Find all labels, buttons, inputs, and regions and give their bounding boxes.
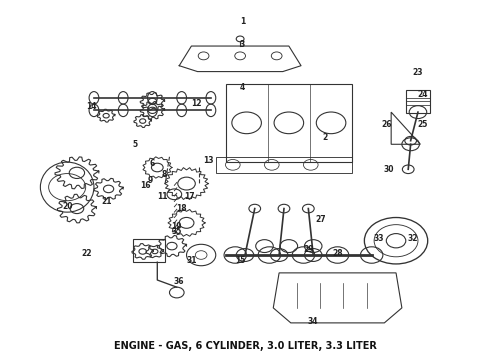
Text: 36: 36 xyxy=(174,277,184,286)
Bar xyxy=(133,239,165,262)
Text: 29: 29 xyxy=(303,245,314,254)
Text: 16: 16 xyxy=(140,181,150,190)
Text: 25: 25 xyxy=(417,120,428,129)
Text: 17: 17 xyxy=(184,192,194,201)
Text: 9: 9 xyxy=(147,176,152,185)
Text: 11: 11 xyxy=(157,192,168,201)
Text: 5: 5 xyxy=(133,140,138,149)
Text: 30: 30 xyxy=(384,165,394,174)
Text: 1: 1 xyxy=(240,17,245,26)
Text: 3: 3 xyxy=(240,40,245,49)
Text: 6: 6 xyxy=(150,159,155,168)
Text: 31: 31 xyxy=(186,256,196,265)
Text: 24: 24 xyxy=(417,90,428,99)
Text: 35: 35 xyxy=(172,227,182,236)
Text: 22: 22 xyxy=(81,249,92,258)
Text: 2: 2 xyxy=(323,132,328,141)
Text: 26: 26 xyxy=(381,120,392,129)
Text: 19: 19 xyxy=(172,222,182,231)
Text: 12: 12 xyxy=(191,99,201,108)
Text: 13: 13 xyxy=(203,156,214,165)
Text: ENGINE - GAS, 6 CYLINDER, 3.0 LITER, 3.3 LITER: ENGINE - GAS, 6 CYLINDER, 3.0 LITER, 3.3… xyxy=(114,342,376,351)
Bar xyxy=(216,157,352,173)
Text: 33: 33 xyxy=(374,234,384,243)
Text: 14: 14 xyxy=(86,102,97,111)
Text: 23: 23 xyxy=(413,68,423,77)
Text: 4: 4 xyxy=(240,83,245,92)
Text: 18: 18 xyxy=(176,204,187,213)
Text: 15: 15 xyxy=(235,256,245,265)
Text: 8: 8 xyxy=(162,170,167,179)
Text: 32: 32 xyxy=(408,234,418,243)
Text: 27: 27 xyxy=(315,215,326,224)
Bar xyxy=(406,90,430,113)
Text: 20: 20 xyxy=(62,202,73,211)
Bar xyxy=(225,84,352,162)
Text: 21: 21 xyxy=(101,197,111,206)
Text: 34: 34 xyxy=(308,316,319,325)
Text: 28: 28 xyxy=(332,249,343,258)
